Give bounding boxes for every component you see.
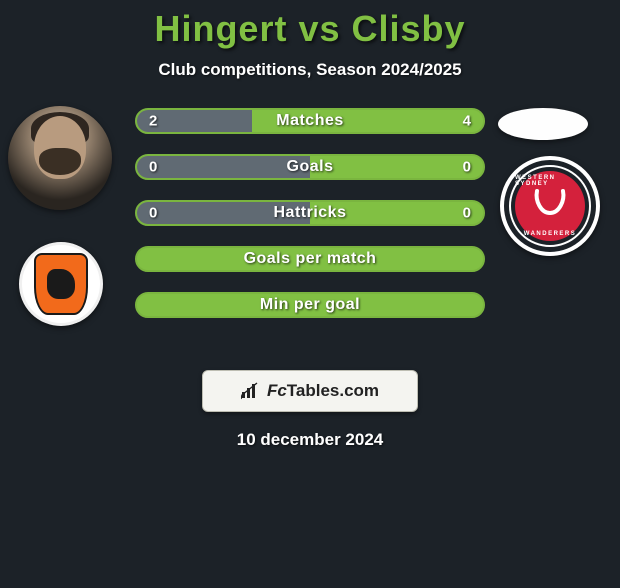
stat-bar-row: Goals0 0 [135, 154, 485, 180]
club-right-badge: WESTERN SYDNEY WANDERERS [500, 156, 600, 256]
bars-container: Matches24Goals00Hattricks00Goals per mat… [135, 108, 485, 338]
bar-value-left: 0 [149, 159, 157, 176]
bar-label: Matches [137, 112, 483, 130]
club-right-ring: WESTERN SYDNEY WANDERERS [515, 171, 585, 241]
bar-value-left: 2 [149, 113, 157, 130]
stat-bar-row: Min per goal [135, 292, 485, 318]
bar-label: Goals [137, 158, 483, 176]
page-title: Hingert vs Clisby [0, 8, 620, 50]
club-left-badge [19, 242, 103, 326]
player-beard [39, 148, 81, 175]
bar-value-right: 4 [463, 113, 471, 130]
club-left-shield [34, 253, 88, 315]
club-right-text-bot: WANDERERS [524, 231, 577, 237]
stat-bar-row: Matches2 4 [135, 108, 485, 134]
brand-prefix: Fc [267, 381, 287, 400]
stat-bar-row: Goals per match [135, 246, 485, 272]
player-right-avatar [498, 108, 588, 140]
player-left-avatar [8, 106, 112, 210]
bar-label: Min per goal [137, 296, 483, 314]
bar-value-left: 0 [149, 205, 157, 222]
brand-text: FcTables.com [267, 381, 379, 401]
brand-suffix: Tables.com [287, 381, 379, 400]
club-left-emblem [47, 269, 75, 299]
brand-badge[interactable]: FcTables.com [202, 370, 418, 412]
bar-label: Hattricks [137, 204, 483, 222]
club-right-text-top: WESTERN SYDNEY [515, 175, 585, 187]
subtitle: Club competitions, Season 2024/2025 [0, 60, 620, 80]
club-right-monogram [533, 187, 567, 225]
bar-value-right: 0 [463, 159, 471, 176]
stat-bar-row: Hattricks0 0 [135, 200, 485, 226]
chart-bars-icon [241, 382, 261, 400]
bar-value-right: 0 [463, 205, 471, 222]
bar-label: Goals per match [137, 250, 483, 268]
date-text: 10 december 2024 [0, 430, 620, 450]
